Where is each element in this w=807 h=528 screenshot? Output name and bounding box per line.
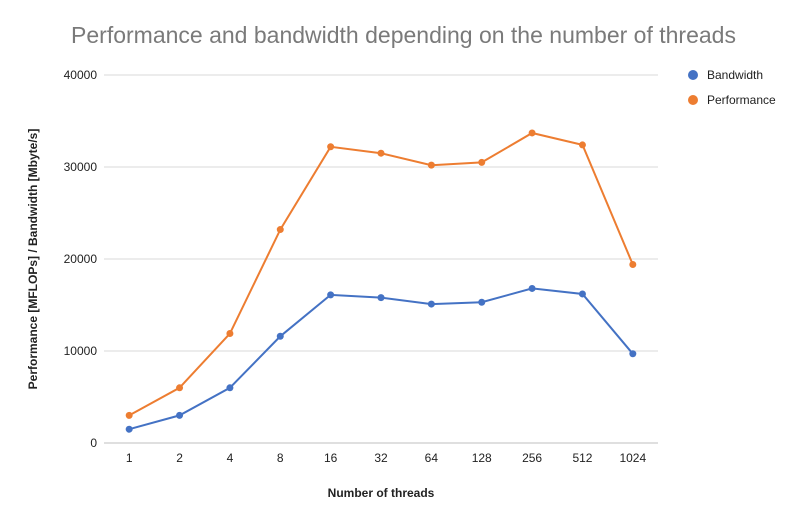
data-point-bandwidth <box>226 384 234 392</box>
legend-label: Performance <box>707 93 776 107</box>
x-tick-label: 2 <box>176 451 183 465</box>
data-point-performance <box>427 161 435 169</box>
series-layer <box>125 129 637 433</box>
series-line-bandwidth <box>128 287 634 431</box>
data-point-bandwidth <box>629 350 637 358</box>
data-point-bandwidth <box>125 425 133 433</box>
gridlines <box>104 74 658 444</box>
x-tick-label: 1024 <box>619 451 646 465</box>
data-point-performance <box>377 149 385 157</box>
y-tick-label: 30000 <box>64 160 98 174</box>
data-point-bandwidth <box>528 284 536 292</box>
data-point-bandwidth <box>427 300 435 308</box>
legend-label: Bandwidth <box>707 68 763 82</box>
data-point-performance <box>528 129 536 137</box>
data-point-bandwidth <box>478 298 486 306</box>
legend-marker <box>688 70 698 80</box>
y-tick-label: 20000 <box>64 252 98 266</box>
data-point-bandwidth <box>276 332 284 340</box>
y-axis-label: Performance [MFLOPs] / Bandwidth [Mbyte/… <box>26 129 40 390</box>
y-tick-label: 0 <box>90 436 97 450</box>
data-point-performance <box>176 384 184 392</box>
x-tick-label: 64 <box>425 451 439 465</box>
data-point-performance <box>276 226 284 234</box>
x-tick-label: 16 <box>324 451 338 465</box>
y-tick-labels: 0 10000 20000 30000 40000 <box>64 68 98 450</box>
data-point-bandwidth <box>377 294 385 302</box>
x-tick-label: 4 <box>227 451 234 465</box>
data-point-performance <box>125 411 133 419</box>
x-tick-label: 128 <box>472 451 492 465</box>
data-point-bandwidth <box>578 290 586 298</box>
data-point-bandwidth <box>176 411 184 419</box>
x-tick-label: 8 <box>277 451 284 465</box>
x-tick-label: 256 <box>522 451 542 465</box>
x-tick-label: 1 <box>126 451 133 465</box>
y-tick-label: 10000 <box>64 344 98 358</box>
data-point-performance <box>629 261 637 269</box>
x-axis-label: Number of threads <box>328 486 435 500</box>
x-tick-label: 512 <box>572 451 592 465</box>
x-tick-labels: 1 2 4 8 16 32 64 128 256 512 1024 <box>126 451 647 465</box>
data-point-performance <box>478 158 486 166</box>
x-tick-label: 32 <box>374 451 388 465</box>
data-point-performance <box>327 143 335 151</box>
data-point-performance <box>578 141 586 149</box>
y-tick-label: 40000 <box>64 68 98 82</box>
data-point-performance <box>226 330 234 338</box>
data-point-bandwidth <box>327 291 335 299</box>
chart-title: Performance and bandwidth depending on t… <box>71 22 736 48</box>
legend: Bandwidth Performance <box>688 68 776 107</box>
series-line-performance <box>128 131 634 417</box>
legend-marker <box>688 95 698 105</box>
